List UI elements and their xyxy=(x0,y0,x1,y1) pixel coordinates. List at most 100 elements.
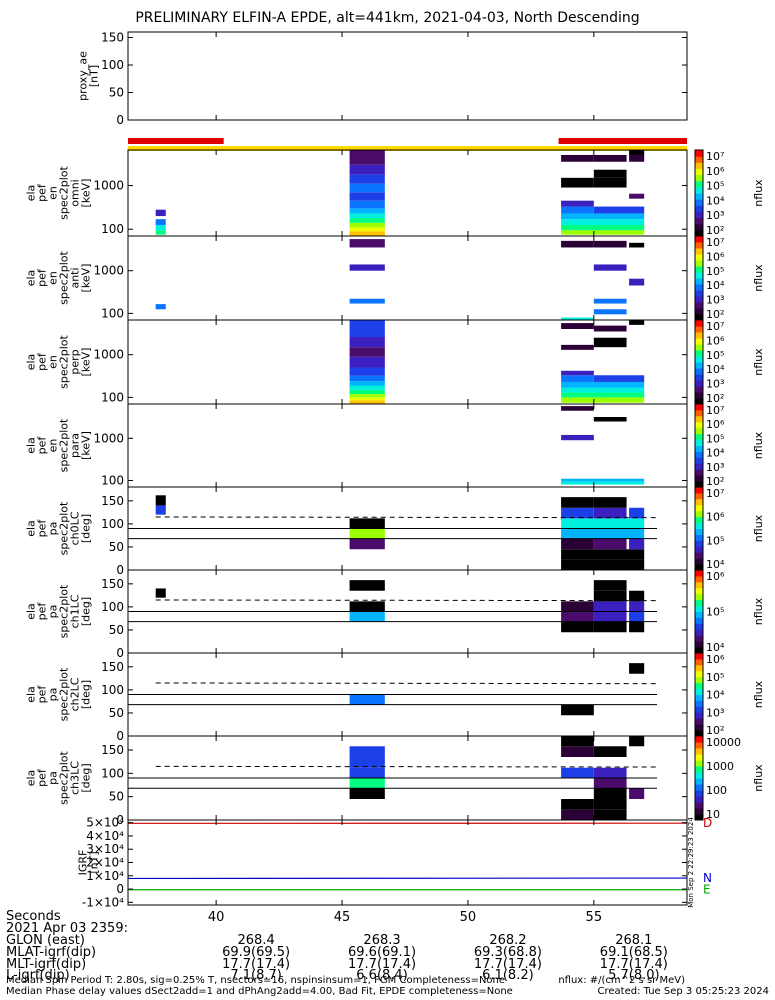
y-tick-label: 150 xyxy=(101,31,124,45)
colorbar-tick-label: 10³ xyxy=(706,294,724,307)
colorbar-swatch xyxy=(695,754,703,761)
y-tick-label: 0 xyxy=(116,729,124,743)
y-axis-label: ela xyxy=(25,185,38,202)
y-axis-label: ela xyxy=(25,354,38,371)
colorbar-swatch xyxy=(695,534,703,541)
y-axis-label: ch2LC xyxy=(69,677,82,711)
colorbar-label: nflux xyxy=(752,264,765,292)
panel-frame xyxy=(127,31,688,121)
heatmap-cell xyxy=(349,381,385,386)
colorbar-label: nflux xyxy=(752,431,765,459)
colorbar-tick-label: 10² xyxy=(706,475,724,488)
y-axis-label: pef xyxy=(36,602,49,621)
heatmap-cell xyxy=(349,222,385,228)
colorbar-tick-label: 10⁶ xyxy=(706,570,725,583)
colorbar-tick-label: 10⁵ xyxy=(706,534,724,547)
panel-para xyxy=(127,403,704,488)
colorbar-swatch xyxy=(695,386,703,393)
y-tick-label: 0 xyxy=(116,646,124,660)
heatmap-cell xyxy=(349,367,385,376)
heatmap-cell xyxy=(561,767,594,778)
y-tick-label: 100 xyxy=(101,473,124,487)
colorbar-swatch xyxy=(695,445,703,452)
heatmap-cell xyxy=(561,370,594,376)
colorbar-tick-label: 10⁴ xyxy=(706,194,725,207)
panel-perp xyxy=(127,319,704,405)
heatmap-cell xyxy=(629,538,645,550)
series-label-D: D xyxy=(703,816,712,830)
colorbar-swatch xyxy=(695,229,703,237)
y-axis-label: ch3LC xyxy=(69,761,82,795)
y-tick-label: 100 xyxy=(101,517,124,531)
colorbar-tick-label: 10000 xyxy=(706,736,741,749)
red-status-bar-1 xyxy=(558,138,687,144)
y-axis-label: spec2plot xyxy=(58,251,71,305)
colorbar-swatch xyxy=(695,688,703,695)
heatmap-cell xyxy=(629,601,645,612)
heatmap-cell xyxy=(629,193,645,199)
y-axis-label: anti xyxy=(69,267,82,288)
y-tick-label: 50 xyxy=(109,790,124,804)
heatmap-cell xyxy=(349,389,385,395)
colorbar-swatch xyxy=(695,748,703,755)
heatmap-cell xyxy=(561,392,645,398)
y-tick-label: 150 xyxy=(101,660,124,674)
heatmap-cell xyxy=(561,507,594,519)
colorbar-swatch xyxy=(695,236,703,243)
heatmap-cell xyxy=(349,394,385,398)
panel-grf xyxy=(127,819,688,906)
colorbar-swatch xyxy=(695,217,703,225)
heatmap-cell xyxy=(155,230,166,235)
heatmap-cell xyxy=(349,298,385,304)
colorbar-swatch xyxy=(695,605,703,612)
colorbar-swatch xyxy=(695,552,703,559)
ephemeris-value: 6.1(8.2) xyxy=(482,968,534,983)
ephemeris-value: 69.6(69.1) xyxy=(348,945,417,960)
colorbar-tick-label: 10⁵ xyxy=(706,349,724,362)
x-tick-label: 40 xyxy=(208,910,225,925)
panel-omni xyxy=(127,149,704,237)
heatmap-cell xyxy=(561,704,594,716)
y-axis-label: spec2plot xyxy=(58,667,71,721)
y-tick-label: 150 xyxy=(101,494,124,508)
colorbar-swatch xyxy=(695,581,703,589)
colorbar-swatch xyxy=(695,587,703,595)
heatmap-cell xyxy=(561,478,645,482)
yellow-status-bar xyxy=(128,146,687,151)
heatmap-cell xyxy=(593,611,627,622)
colorbar-swatch xyxy=(695,180,703,188)
colorbar-swatch xyxy=(695,766,703,773)
ephemeris-value: 17.7(17.4) xyxy=(599,957,668,972)
red-status-bar-0 xyxy=(128,138,224,144)
heatmap-cell xyxy=(349,192,385,201)
heatmap-cell xyxy=(593,264,627,271)
colorbar-swatch xyxy=(695,724,703,731)
y-axis-label: [deg] xyxy=(80,763,93,792)
ephemeris-value: 17.7(17.4) xyxy=(473,957,542,972)
heatmap-cell xyxy=(349,183,385,193)
y-axis-label: en xyxy=(47,439,60,453)
series-label-N: N xyxy=(703,871,712,885)
colorbar-swatch xyxy=(695,260,703,267)
y-axis-label: ela xyxy=(25,520,38,537)
heatmap-cell xyxy=(593,621,627,633)
colorbar-swatch xyxy=(695,481,703,488)
heatmap-cell xyxy=(629,590,645,602)
y-axis-label: [keV] xyxy=(80,264,93,293)
heatmap-cell xyxy=(561,736,594,747)
ephemeris-value: 268.4 xyxy=(237,933,275,948)
colorbar-swatch xyxy=(695,223,703,231)
heatmap-cell xyxy=(349,375,385,382)
x-tick-label: 55 xyxy=(586,910,603,925)
y-axis-label: pa xyxy=(47,771,60,785)
heatmap-cell xyxy=(155,505,166,515)
ephemeris-value: 268.2 xyxy=(489,933,527,948)
heatmap-cell xyxy=(349,601,385,612)
heatmap-cell xyxy=(349,757,385,768)
colorbar-swatch xyxy=(695,617,703,624)
colorbar-swatch xyxy=(695,463,703,470)
y-axis-label: pef xyxy=(36,436,49,455)
heatmap-cell xyxy=(349,213,385,219)
colorbar-swatch xyxy=(695,504,703,512)
colorbar-swatch xyxy=(695,676,703,684)
